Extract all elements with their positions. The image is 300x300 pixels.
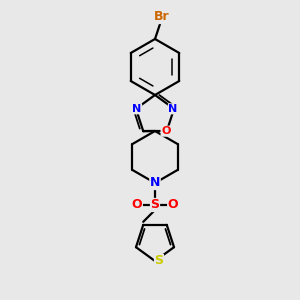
Text: N: N <box>150 176 160 190</box>
Text: N: N <box>168 104 178 114</box>
Text: S: S <box>154 254 164 268</box>
Text: O: O <box>168 199 178 212</box>
Text: O: O <box>161 126 170 136</box>
Text: Br: Br <box>154 11 170 23</box>
Text: O: O <box>132 199 142 212</box>
Text: S: S <box>151 199 160 212</box>
Text: N: N <box>132 104 142 114</box>
